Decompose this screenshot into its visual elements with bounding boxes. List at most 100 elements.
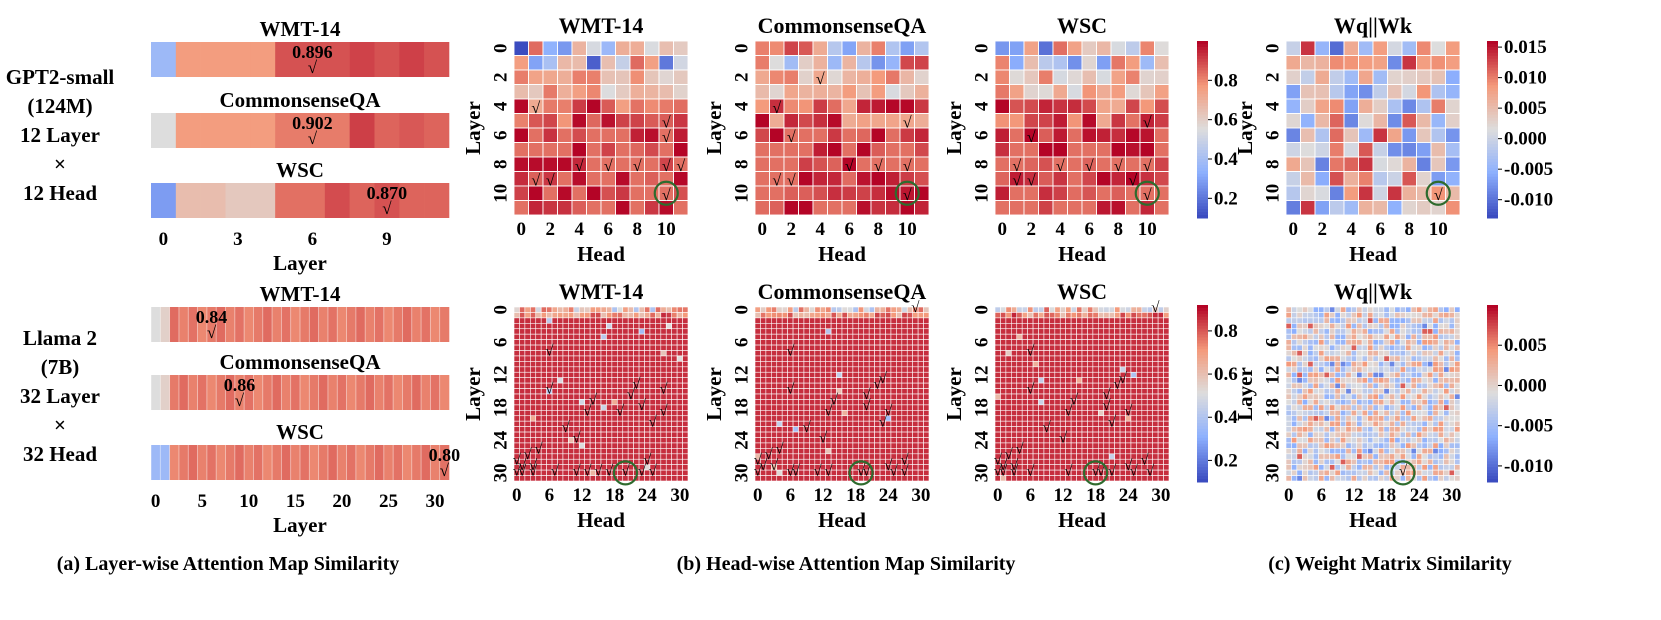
heatmap-cell	[1130, 388, 1137, 395]
heatmap-cell	[1389, 317, 1396, 324]
heatmap-cell	[1399, 382, 1406, 389]
heatmap-cell	[1443, 333, 1450, 340]
heatmap-cell	[1038, 410, 1045, 417]
heatmap-cell	[1049, 475, 1056, 482]
heatmap-cell	[847, 355, 854, 362]
heatmap-cell	[1427, 377, 1434, 384]
heatmap-cell	[1110, 127, 1126, 143]
heatmap-cell	[1291, 431, 1298, 438]
heatmap-cell	[830, 306, 837, 313]
heatmap-cell	[1448, 350, 1455, 357]
heatmap-cell	[551, 399, 558, 406]
heatmap-cell	[917, 437, 924, 444]
heatmap-cell	[798, 317, 805, 324]
heatmap-cell	[1394, 371, 1401, 378]
heatmap-cell	[540, 469, 547, 476]
heatmap-cell	[852, 410, 859, 417]
heatmap-cell	[540, 475, 547, 482]
heatmap-cell	[1021, 328, 1028, 335]
heatmap-cell	[1343, 142, 1359, 158]
heatmap-cell	[1098, 442, 1105, 449]
heatmap-cell	[1011, 333, 1018, 340]
layer-bar-cell	[402, 375, 413, 410]
layer-bar-cell	[188, 375, 198, 410]
heatmap-cell	[841, 312, 848, 319]
heatmap-cell	[1081, 458, 1088, 465]
heatmap-cell	[792, 404, 799, 411]
heatmap-cell	[1387, 127, 1403, 143]
heatmap-cell	[638, 312, 645, 319]
heatmap-cell	[1163, 333, 1170, 340]
check-mark: √	[1027, 172, 1036, 189]
heatmap-cell	[914, 127, 930, 143]
heatmap-cell	[1038, 464, 1045, 471]
heatmap-cell	[868, 328, 875, 335]
heatmap-cell	[1285, 361, 1292, 368]
x-tick: 12	[572, 485, 591, 506]
heatmap-cell	[1372, 382, 1379, 389]
heatmap-cell	[754, 437, 761, 444]
heatmap-cell	[809, 410, 816, 417]
heatmap-cell	[912, 377, 919, 384]
heatmap-cell	[1410, 366, 1417, 373]
heatmap-cell	[1291, 415, 1298, 422]
heatmap-cell	[1399, 361, 1406, 368]
layer-bar-cell	[346, 307, 357, 342]
heatmap-cell	[912, 442, 919, 449]
heatmap-cell	[1043, 448, 1050, 455]
heatmap-cell	[676, 312, 683, 319]
check-mark: √	[787, 129, 796, 146]
check-mark: √	[633, 158, 642, 175]
heatmap-cell	[1092, 306, 1099, 313]
heatmap-cell	[633, 431, 640, 438]
heatmap-cell	[1318, 350, 1325, 357]
heatmap-cell	[787, 366, 794, 373]
layer-bar-cell	[250, 42, 276, 77]
heatmap-cell	[1027, 404, 1034, 411]
heatmap-cell	[1296, 382, 1303, 389]
heatmap-cell	[1098, 306, 1105, 313]
heatmap-cell	[622, 366, 629, 373]
heatmap-cell	[1114, 393, 1121, 400]
heatmap-cell	[1096, 156, 1112, 172]
heatmap-cell	[671, 415, 678, 422]
heatmap-cell	[1011, 410, 1018, 417]
heatmap-cell	[754, 171, 770, 187]
heatmap-cell	[519, 388, 526, 395]
heatmap-cell	[1027, 328, 1034, 335]
heatmap-cell	[1016, 377, 1023, 384]
heatmap-cell	[1092, 399, 1099, 406]
heatmap-cell	[1445, 113, 1461, 129]
heatmap-cell	[1454, 388, 1461, 395]
heatmap-cell	[551, 410, 558, 417]
heatmap-cell	[1070, 306, 1077, 313]
heatmap-cell	[1163, 371, 1170, 378]
heatmap-cell	[765, 355, 772, 362]
heatmap-ylabel: Layer	[942, 367, 966, 421]
heatmap-cell	[858, 350, 865, 357]
heatmap-cell	[1081, 388, 1088, 395]
heatmap-cell	[530, 328, 537, 335]
heatmap-cell	[1005, 323, 1012, 330]
heatmap-cell	[1361, 350, 1368, 357]
heatmap-cell	[1361, 355, 1368, 362]
heatmap-cell	[798, 55, 814, 71]
row2-model-line: 32 Head	[23, 442, 97, 466]
heatmap-cell	[1152, 339, 1159, 346]
layer-bar-cell	[178, 375, 189, 410]
heatmap-cell	[606, 410, 613, 417]
heatmap-cell	[1157, 469, 1164, 476]
heatmap-cell	[1139, 142, 1155, 158]
heatmap-cell	[1163, 404, 1170, 411]
heatmap-cell	[1005, 431, 1012, 438]
layer-tick: 9	[382, 229, 392, 250]
heatmap-cell	[622, 431, 629, 438]
heatmap-cell	[1334, 312, 1341, 319]
heatmap-cell	[513, 328, 520, 335]
heatmap-cell	[879, 361, 886, 368]
check-mark: √	[638, 398, 647, 414]
heatmap-cell	[1383, 399, 1390, 406]
heatmap-cell	[1421, 366, 1428, 373]
heatmap-cell	[1096, 185, 1112, 201]
heatmap-cell	[586, 98, 602, 114]
